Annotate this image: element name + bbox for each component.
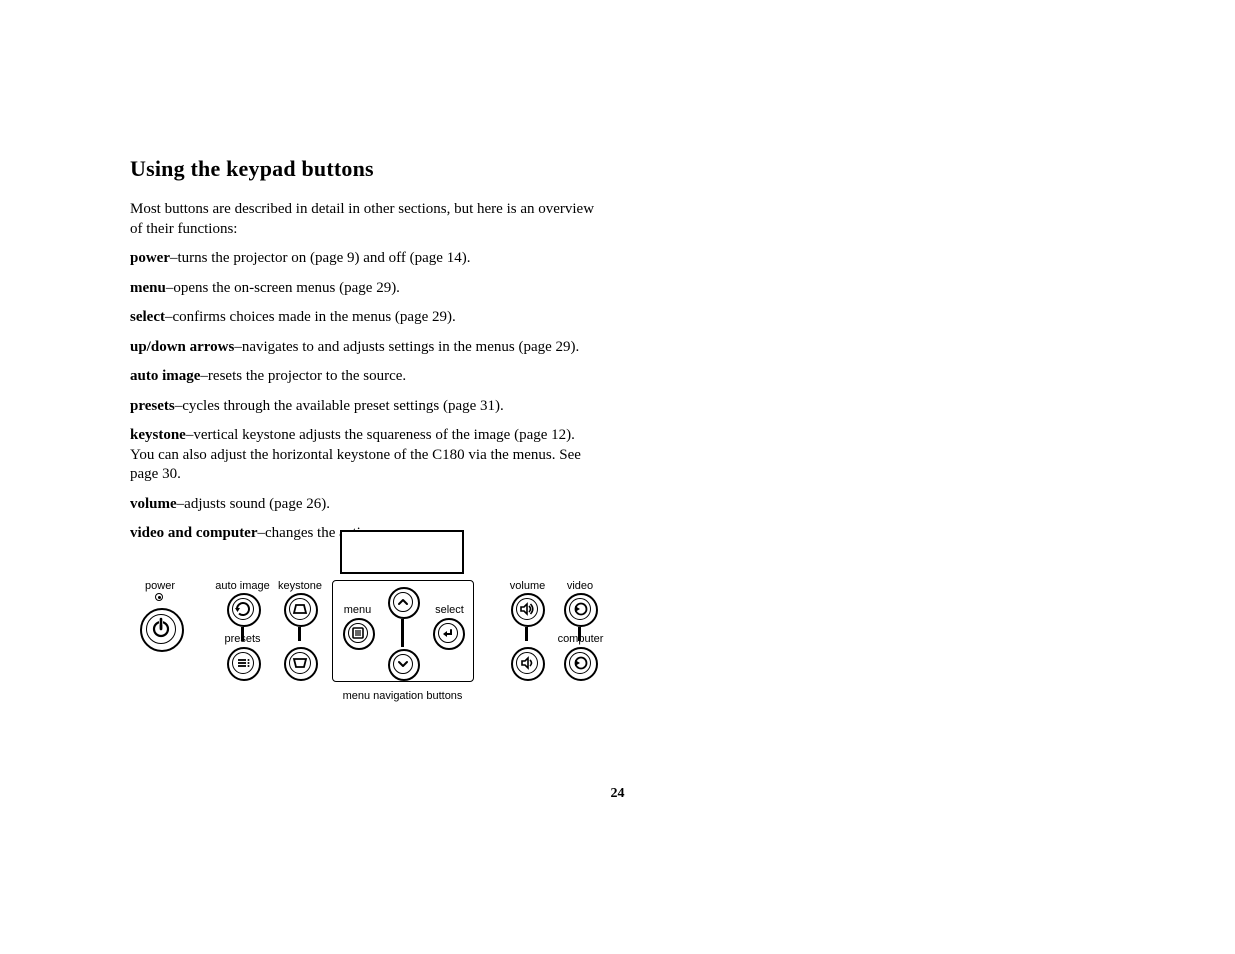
keystone-down-button-icon	[284, 647, 318, 681]
auto-image-button-icon	[227, 593, 261, 627]
desc: –navigates to and adjusts settings in th…	[234, 339, 579, 355]
item-volume: volume–adjusts sound (page 26).	[130, 495, 600, 515]
label-nav-caption: menu navigation buttons	[335, 690, 470, 702]
item-menu: menu–opens the on-screen menus (page 29)…	[130, 279, 600, 299]
label-video: video	[560, 580, 600, 592]
label-presets: presets	[220, 633, 265, 645]
section-title: Using the keypad buttons	[130, 156, 600, 182]
item-power: power–turns the projector on (page 9) an…	[130, 249, 600, 269]
connector	[401, 619, 404, 647]
blank-display-box	[340, 530, 464, 574]
page-number: 24	[0, 786, 1235, 802]
power-button-icon	[140, 608, 184, 652]
computer-source-button-icon	[564, 647, 598, 681]
term: power	[130, 250, 170, 266]
desc: –adjusts sound (page 26).	[177, 496, 330, 512]
volume-up-button-icon	[511, 593, 545, 627]
video-source-button-icon	[564, 593, 598, 627]
item-keystone: keystone–vertical keystone adjusts the s…	[130, 426, 600, 485]
label-computer: computer	[553, 633, 608, 645]
label-auto-image: auto image	[215, 580, 270, 592]
select-button-icon	[433, 618, 465, 650]
item-select: select–confirms choices made in the menu…	[130, 308, 600, 328]
desc: –resets the projector to the source.	[200, 368, 406, 384]
label-keystone: keystone	[275, 580, 325, 592]
label-volume: volume	[505, 580, 550, 592]
desc: –cycles through the available preset set…	[175, 398, 504, 414]
presets-button-icon	[227, 647, 261, 681]
desc: –vertical keystone adjusts the squarenes…	[130, 427, 581, 482]
up-arrow-button-icon	[388, 587, 420, 619]
label-select: select	[432, 604, 467, 616]
keypad-diagram: power auto image	[130, 530, 630, 730]
item-auto-image: auto image–resets the projector to the s…	[130, 367, 600, 387]
term: menu	[130, 280, 166, 296]
item-arrows: up/down arrows–navigates to and adjusts …	[130, 338, 600, 358]
term: keystone	[130, 427, 186, 443]
desc: –confirms choices made in the menus (pag…	[165, 309, 456, 325]
intro-paragraph: Most buttons are described in detail in …	[130, 200, 600, 239]
item-presets: presets–cycles through the available pre…	[130, 397, 600, 417]
text-column: Using the keypad buttons Most buttons ar…	[130, 156, 600, 554]
page: Using the keypad buttons Most buttons ar…	[0, 0, 1235, 954]
power-led-icon	[155, 593, 163, 601]
connector	[298, 627, 301, 641]
term: presets	[130, 398, 175, 414]
connector	[525, 627, 528, 641]
term: volume	[130, 496, 177, 512]
menu-button-icon	[343, 618, 375, 650]
volume-down-button-icon	[511, 647, 545, 681]
label-power: power	[140, 580, 180, 592]
label-menu: menu	[340, 604, 375, 616]
desc: –opens the on-screen menus (page 29).	[166, 280, 400, 296]
term: up/down arrows	[130, 339, 234, 355]
term: select	[130, 309, 165, 325]
keystone-up-button-icon	[284, 593, 318, 627]
desc: –turns the projector on (page 9) and off…	[170, 250, 470, 266]
down-arrow-button-icon	[388, 649, 420, 681]
term: auto image	[130, 368, 200, 384]
